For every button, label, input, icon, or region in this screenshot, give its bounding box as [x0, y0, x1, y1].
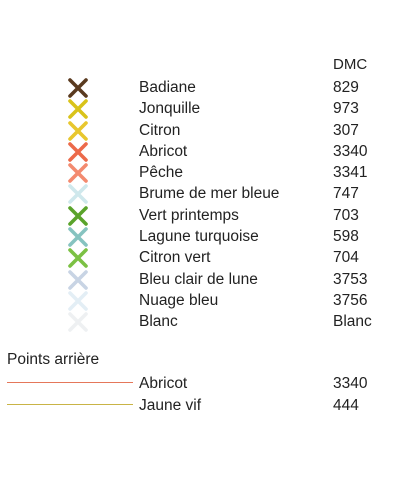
cross-stitch-icon: [68, 312, 88, 333]
stitch-name: Citron: [139, 121, 181, 139]
backstitch-name: Abricot: [139, 375, 188, 392]
cross-stitch-icon: [68, 184, 88, 205]
backstitch-row: Abricot 3340: [0, 373, 406, 395]
dmc-code: 703: [333, 206, 359, 224]
dmc-code: 3756: [333, 291, 368, 309]
cross-stitch-icon: [68, 142, 88, 162]
stitch-row: Nuage bleu 3756: [0, 290, 406, 311]
stitch-name: Nuage bleu: [139, 291, 219, 309]
dmc-code: 3340: [333, 142, 368, 160]
stitch-row: Bleu clair de lune 3753: [0, 269, 406, 290]
stitch-row: Badiane 829: [0, 77, 406, 98]
dmc-code: 3340: [333, 375, 368, 392]
dmc-code: 598: [333, 228, 359, 246]
stitch-row: Citron 307: [0, 120, 406, 141]
stitch-name: Brume de mer bleue: [139, 185, 280, 203]
cross-stitch-list: Badiane 829 Jonquille 973 Citron 307 Abricot 33…: [0, 77, 406, 333]
cross-stitch-icon: [68, 99, 88, 120]
backstitch-list: Abricot 3340 Jaune vif 444: [0, 373, 406, 417]
dmc-code: 444: [333, 397, 359, 414]
dmc-code: 747: [333, 185, 359, 203]
stitch-name: Badiane: [139, 79, 196, 96]
stitch-row: Abricot 3340: [0, 141, 406, 162]
dmc-code: 3753: [333, 270, 368, 288]
stitch-name: Citron vert: [139, 249, 211, 267]
backstitch-line-icon: [7, 382, 133, 383]
dmc-code: 829: [333, 79, 359, 96]
cross-stitch-icon: [68, 120, 88, 141]
backstitch-row: Jaune vif 444: [0, 395, 406, 417]
backstitch-name: Jaune vif: [139, 397, 202, 414]
dmc-code: 704: [333, 249, 359, 267]
stitch-row: Brume de mer bleue 747: [0, 183, 406, 205]
stitch-name: Lagune turquoise: [139, 228, 259, 246]
stitch-row: Lagune turquoise 598: [0, 226, 406, 247]
cross-stitch-icon: [68, 291, 88, 311]
stitch-row: Jonquille 973: [0, 98, 406, 120]
stitch-name: Pêche: [139, 164, 183, 182]
cross-stitch-icon: [68, 227, 88, 247]
dmc-code: 3341: [333, 164, 368, 182]
stitch-name: Bleu clair de lune: [139, 270, 258, 288]
backstitch-line-icon: [7, 404, 133, 405]
dmc-code: 307: [333, 121, 359, 139]
stitch-name: Jonquille: [139, 100, 201, 118]
stitch-name: Vert printemps: [139, 206, 239, 224]
cross-stitch-icon: [68, 269, 88, 290]
stitch-name: Abricot: [139, 142, 188, 160]
dmc-column-header: DMC: [333, 56, 368, 73]
stitch-row: Vert printemps 703: [0, 205, 406, 226]
stitch-row: Pêche 3341: [0, 162, 406, 183]
dmc-code: Blanc: [333, 313, 372, 331]
cross-stitch-icon: [68, 78, 88, 98]
cross-stitch-icon: [68, 205, 88, 226]
stitch-row: Citron vert 704: [0, 247, 406, 269]
stitch-row: Blanc Blanc: [0, 311, 406, 333]
dmc-code: 973: [333, 100, 359, 118]
cross-stitch-icon: [68, 248, 88, 269]
backstitch-title: Points arrière: [7, 351, 100, 368]
stitch-name: Blanc: [139, 313, 178, 331]
cross-stitch-icon: [68, 163, 88, 183]
